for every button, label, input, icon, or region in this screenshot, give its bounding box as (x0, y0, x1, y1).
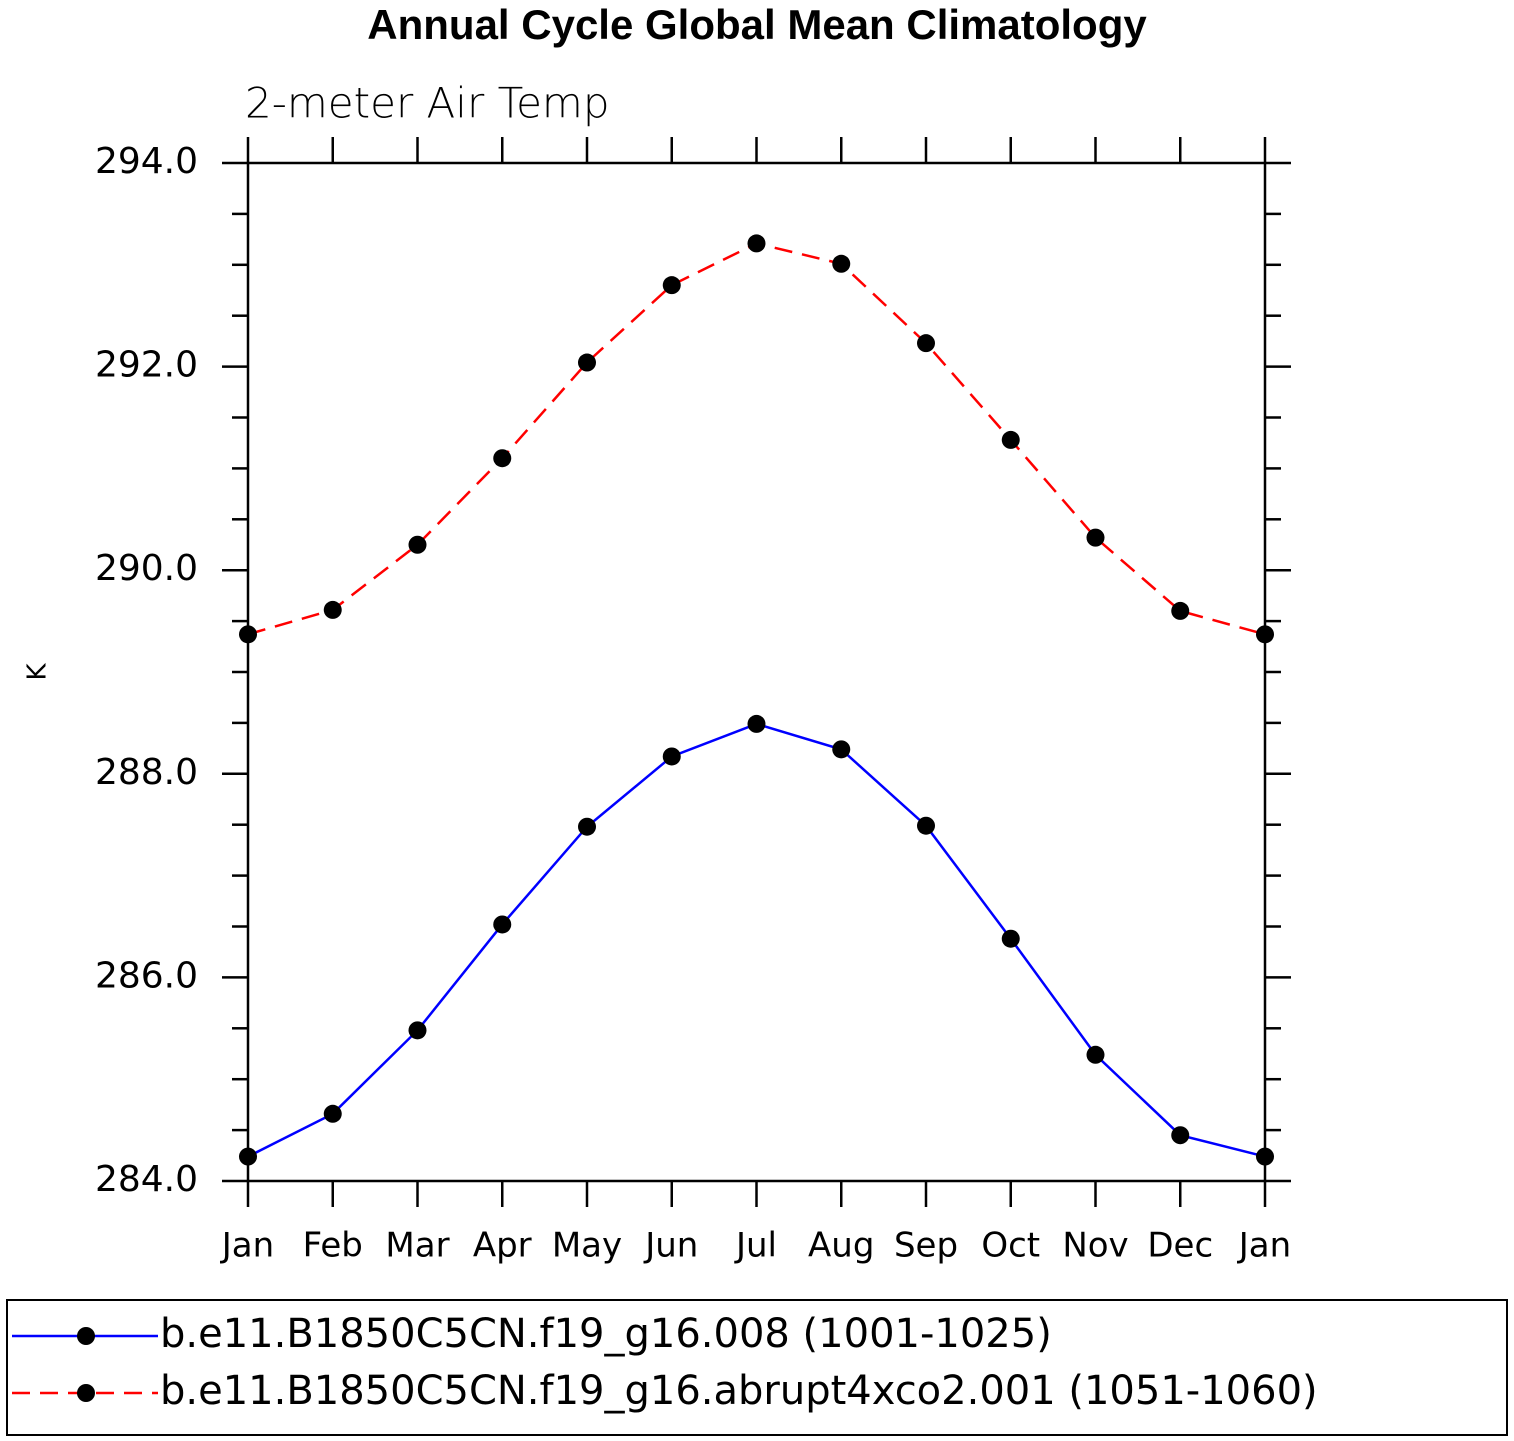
data-point (917, 816, 935, 835)
legend-label: b.e11.B1850C5CN.f19_g16.abrupt4xco2.001 … (160, 1368, 1318, 1414)
x-tick-label: Nov (1062, 1226, 1128, 1266)
chart-title: Annual Cycle Global Mean Climatology (367, 1, 1147, 48)
data-point (493, 449, 512, 468)
plot-frame (246, 161, 1267, 1183)
data-point (747, 714, 766, 733)
series-line (247, 722, 1266, 1158)
x-tick-label: Dec (1147, 1226, 1213, 1266)
data-point (1086, 528, 1105, 547)
data-point (1171, 601, 1190, 620)
data-point (578, 353, 596, 372)
data-point (578, 817, 596, 836)
chart-subtitle: 2-meter Air Temp (245, 79, 610, 128)
data-point (832, 254, 851, 273)
legend-marker (77, 1384, 95, 1402)
x-tick-label: Jun (643, 1226, 698, 1266)
x-tick-label: Apr (473, 1226, 532, 1266)
data-point (1001, 430, 1020, 449)
y-tick-label: 292.0 (95, 345, 198, 386)
y-tick-label: 288.0 (95, 752, 198, 793)
x-tick-label: Mar (385, 1226, 449, 1266)
x-tick-label: Jan (1237, 1226, 1291, 1266)
series-line (247, 242, 1266, 636)
data-point (239, 625, 257, 644)
y-tick-label: 290.0 (95, 548, 198, 589)
data-point (662, 747, 681, 766)
data-point (1256, 1147, 1274, 1166)
x-tick-label: Jan (220, 1226, 274, 1266)
data-point (747, 234, 766, 253)
legend-label: b.e11.B1850C5CN.f19_g16.008 (1001-1025) (160, 1311, 1052, 1357)
data-point (239, 1147, 257, 1166)
data-point (493, 915, 512, 934)
data-point (1256, 625, 1274, 644)
data-point (408, 1021, 427, 1040)
data-point (1001, 929, 1020, 948)
x-tick-label: Jul (734, 1226, 777, 1266)
data-point (1171, 1126, 1190, 1145)
data-point (1086, 1045, 1105, 1064)
y-axis-label: K (23, 663, 53, 681)
data-point (408, 535, 427, 554)
legend-marker (77, 1327, 95, 1345)
y-tick-label: 294.0 (95, 141, 198, 182)
data-point (323, 1104, 342, 1123)
x-tick-label: Aug (808, 1226, 874, 1266)
y-tick-label: 284.0 (95, 1159, 198, 1200)
data-point (917, 334, 935, 353)
x-tick-label: Sep (894, 1226, 958, 1266)
x-tick-label: Feb (303, 1226, 363, 1266)
y-tick-label: 286.0 (95, 955, 198, 996)
x-tick-label: Oct (981, 1226, 1040, 1266)
legend-box (6, 1299, 1508, 1436)
data-point (323, 600, 342, 619)
x-tick-label: May (552, 1226, 622, 1266)
data-point (662, 276, 681, 295)
data-point (832, 740, 851, 759)
